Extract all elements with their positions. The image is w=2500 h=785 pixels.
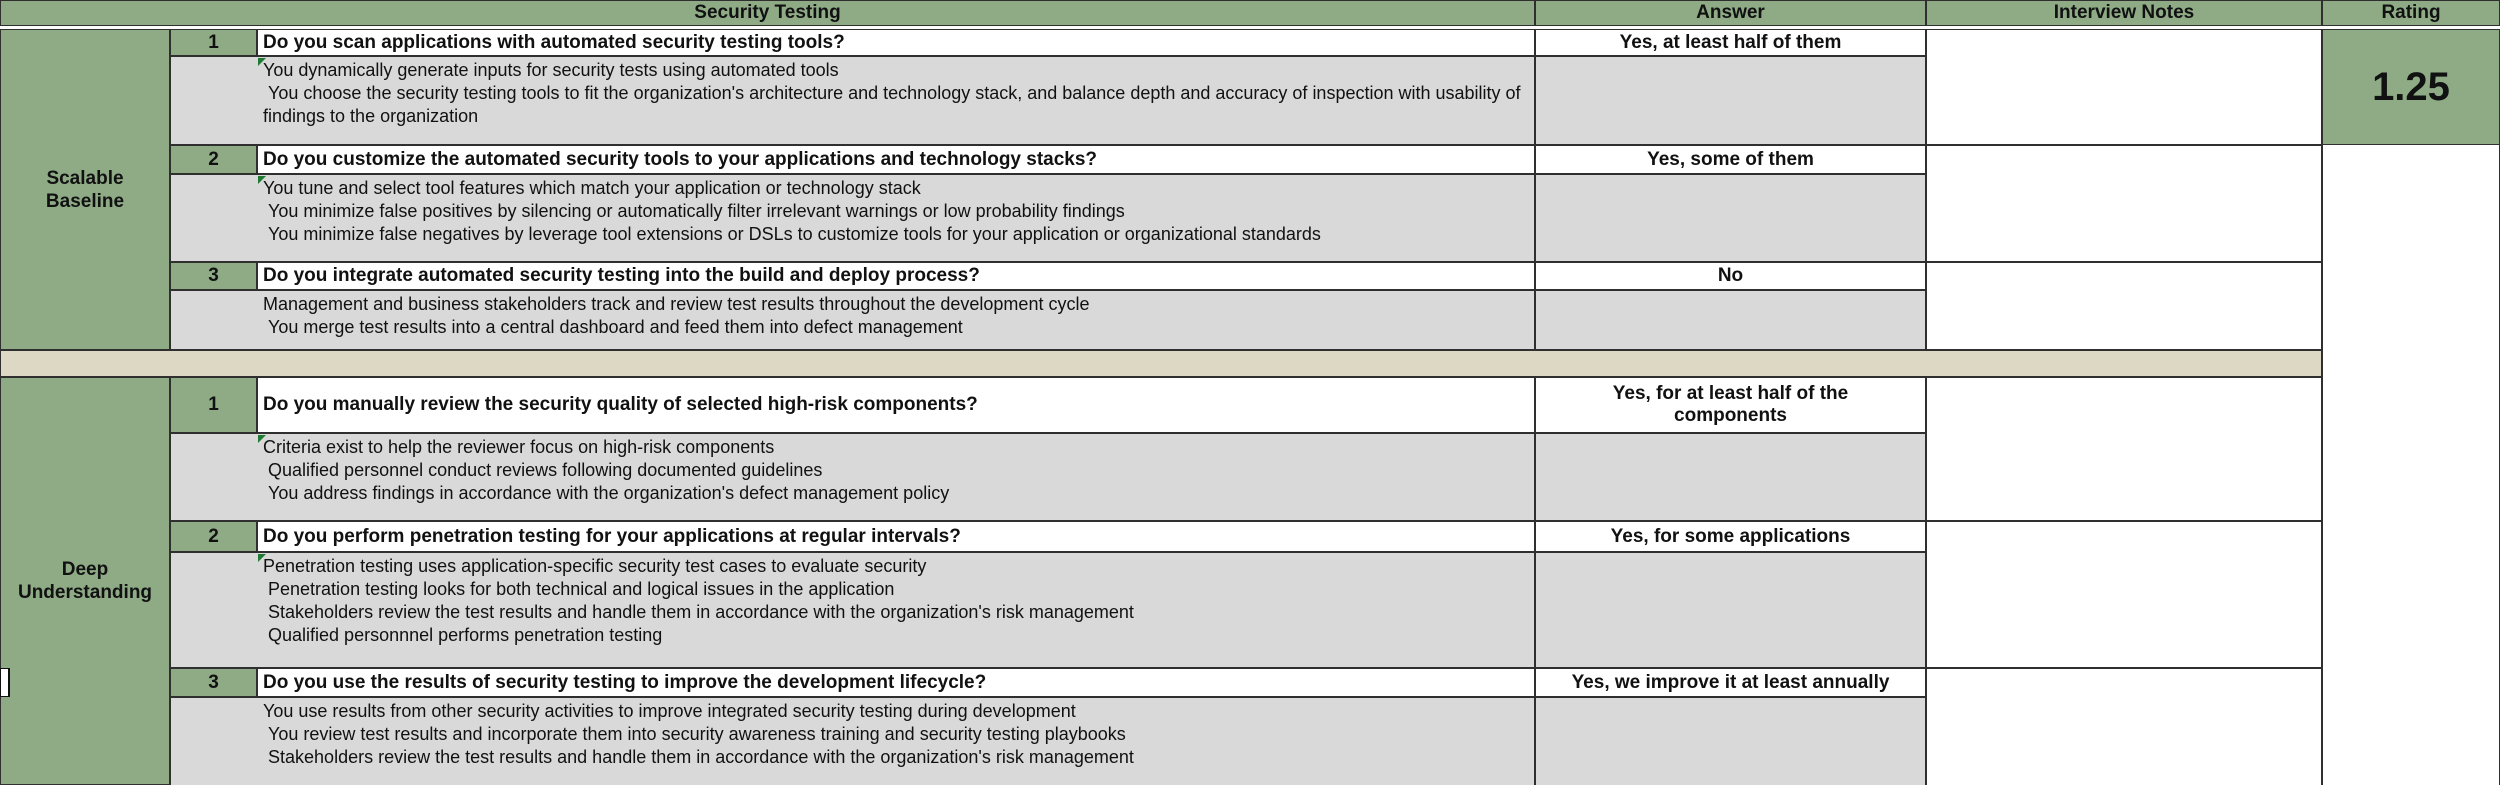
question-cell[interactable]: Do you scan applications with automated … — [257, 29, 1535, 56]
rating-column-header[interactable]: Rating — [2322, 0, 2500, 26]
answer-cell[interactable]: No — [1535, 262, 1926, 290]
question-number-cell[interactable]: 1 — [170, 377, 257, 433]
section-separator-row[interactable] — [0, 350, 2322, 377]
question-cell[interactable]: Do you customize the automated security … — [257, 145, 1535, 174]
group-label-cell[interactable]: Scalable Baseline — [0, 29, 170, 350]
criteria-details-text: Management and business stakeholders tra… — [263, 294, 1090, 337]
cell-comment-marker-icon — [258, 435, 266, 443]
practice-header-cell[interactable]: Security Testing — [0, 0, 1535, 26]
question-number-cell[interactable]: 3 — [170, 668, 257, 697]
question-cell[interactable]: Do you perform penetration testing for y… — [257, 521, 1535, 552]
criteria-details-text: You use results from other security acti… — [263, 701, 1134, 767]
question-number-cell[interactable]: 2 — [170, 521, 257, 552]
group-label-cell[interactable]: Deep Understanding — [0, 377, 170, 785]
answer-cell[interactable]: Yes, some of them — [1535, 145, 1926, 174]
question-cell[interactable]: Do you manually review the security qual… — [257, 377, 1535, 433]
answer-cell[interactable]: Yes, for some applications — [1535, 521, 1926, 552]
cell-comment-marker-icon — [258, 58, 266, 66]
interview-notes-cell[interactable] — [1926, 145, 2322, 262]
answer-empty-cell[interactable] — [1535, 697, 1926, 785]
answer-empty-cell[interactable] — [1535, 56, 1926, 145]
rating-empty-cell[interactable] — [2322, 145, 2500, 785]
cell-comment-marker-icon — [258, 554, 266, 562]
interview-notes-cell[interactable] — [1926, 29, 2322, 145]
criteria-details-text: Penetration testing uses application-spe… — [263, 556, 1134, 645]
question-number-cell[interactable]: 1 — [170, 29, 257, 56]
criteria-details-cell[interactable]: You tune and select tool features which … — [170, 174, 1535, 262]
rating-value-cell[interactable]: 1.25 — [2322, 29, 2500, 145]
criteria-details-cell[interactable]: You dynamically generate inputs for secu… — [170, 56, 1535, 145]
answer-empty-cell[interactable] — [1535, 290, 1926, 350]
criteria-details-cell[interactable]: Management and business stakeholders tra… — [170, 290, 1535, 350]
criteria-details-cell[interactable]: Penetration testing uses application-spe… — [170, 552, 1535, 668]
question-number-cell[interactable]: 2 — [170, 145, 257, 174]
cell-comment-marker-icon — [258, 176, 266, 184]
question-cell[interactable]: Do you use the results of security testi… — [257, 668, 1535, 697]
interview-notes-cell[interactable] — [1926, 262, 2322, 350]
interview-notes-cell[interactable] — [1926, 377, 2322, 521]
criteria-details-text: You tune and select tool features which … — [263, 178, 1321, 244]
answer-empty-cell[interactable] — [1535, 552, 1926, 668]
criteria-details-text: Criteria exist to help the reviewer focu… — [263, 437, 950, 503]
interview-notes-column-header[interactable]: Interview Notes — [1926, 0, 2322, 26]
answer-cell[interactable]: Yes, we improve it at least annually — [1535, 668, 1926, 697]
answer-empty-cell[interactable] — [1535, 433, 1926, 521]
answer-empty-cell[interactable] — [1535, 174, 1926, 262]
question-cell[interactable]: Do you integrate automated security test… — [257, 262, 1535, 290]
criteria-details-cell[interactable]: You use results from other security acti… — [170, 697, 1535, 785]
left-edge-cell-notch — [0, 668, 10, 697]
answer-cell[interactable]: Yes, for at least half of the components — [1535, 377, 1926, 433]
answer-column-header[interactable]: Answer — [1535, 0, 1926, 26]
criteria-details-text: You dynamically generate inputs for secu… — [263, 60, 1521, 126]
question-number-cell[interactable]: 3 — [170, 262, 257, 290]
criteria-details-cell[interactable]: Criteria exist to help the reviewer focu… — [170, 433, 1535, 521]
interview-notes-cell[interactable] — [1926, 521, 2322, 668]
interview-notes-cell[interactable] — [1926, 668, 2322, 785]
answer-cell[interactable]: Yes, at least half of them — [1535, 29, 1926, 56]
